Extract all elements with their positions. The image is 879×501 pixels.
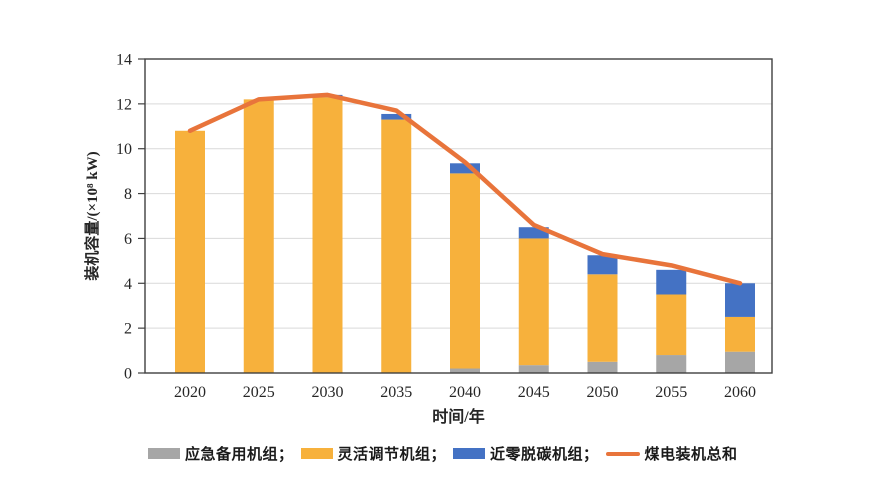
bar-segment xyxy=(656,355,687,373)
legend-label: 近零脱碳机组； xyxy=(490,447,599,463)
y-tick-label: 12 xyxy=(116,96,132,113)
y-tick-label: 14 xyxy=(116,52,132,69)
chart-canvas: 0 2 4 6 8 10 12 14 2020 2025 2030 2035 2040 2045 2050 2… xyxy=(83,52,773,426)
orange-line-swatch-icon xyxy=(605,451,640,456)
y-tick-label: 0 xyxy=(124,366,132,383)
legend-item-emergency-backup: 应急备用机组； xyxy=(148,443,294,464)
legend-label: 煤电装机总和 xyxy=(644,447,738,463)
bar-segment xyxy=(381,119,412,373)
bar-segment xyxy=(587,361,618,373)
bar-segment xyxy=(725,351,755,373)
x-tick-label: 2055 xyxy=(655,384,687,401)
y-tick-label: 8 xyxy=(124,186,132,203)
y-tick-label: 6 xyxy=(124,231,132,248)
yellow-bar-swatch-icon xyxy=(300,448,333,459)
bar-segment xyxy=(656,294,687,356)
bar-segment xyxy=(175,130,205,373)
bar-segment xyxy=(587,274,618,362)
bar-segment xyxy=(450,368,480,373)
bar-segment xyxy=(518,238,549,366)
legend-item-near-zero-decarbon: 近零脱碳机组； xyxy=(453,443,599,464)
legend-item-flexible-regulation: 灵活调节机组； xyxy=(300,443,447,464)
plot-border xyxy=(144,58,773,374)
bar-segment xyxy=(450,163,480,174)
bar-segment xyxy=(725,283,755,317)
bar-segment xyxy=(312,97,343,373)
bar-segment xyxy=(725,316,755,352)
x-tick-label: 2050 xyxy=(587,384,619,401)
bar-segment xyxy=(518,365,549,373)
legend-label: 灵活调节机组； xyxy=(337,447,447,463)
gray-bar-swatch-icon xyxy=(148,448,180,459)
bar-segment xyxy=(243,99,274,373)
x-tick-label: 2025 xyxy=(243,384,275,401)
x-tick-label: 2020 xyxy=(174,384,206,401)
x-tick-label: 2030 xyxy=(312,384,344,401)
blue-bar-swatch-icon xyxy=(453,448,486,459)
y-axis-title: 装机容量/(×10⁸ kW) xyxy=(83,151,101,281)
x-tick-label: 2060 xyxy=(724,384,756,401)
y-tick-label: 4 xyxy=(124,276,132,293)
y-tick-label: 10 xyxy=(116,141,132,158)
x-tick-label: 2045 xyxy=(518,384,550,401)
y-tick-label: 2 xyxy=(124,321,132,338)
bar-segment xyxy=(450,173,480,369)
bar-segment xyxy=(656,269,687,295)
x-axis-title: 时间/年 xyxy=(432,407,484,426)
x-tick-label: 2040 xyxy=(449,384,481,401)
total-line xyxy=(187,92,743,286)
bar-segment xyxy=(518,227,549,239)
bar-segment xyxy=(587,255,618,275)
x-tick-label: 2035 xyxy=(380,384,412,401)
legend-label: 应急备用机组； xyxy=(185,447,294,463)
chart-legend: 应急备用机组； 灵活调节机组； 近零脱碳机组； 煤电装机总和 xyxy=(148,443,738,464)
legend-item-coal-total: 煤电装机总和 xyxy=(605,443,738,464)
bar-segment xyxy=(381,113,412,120)
